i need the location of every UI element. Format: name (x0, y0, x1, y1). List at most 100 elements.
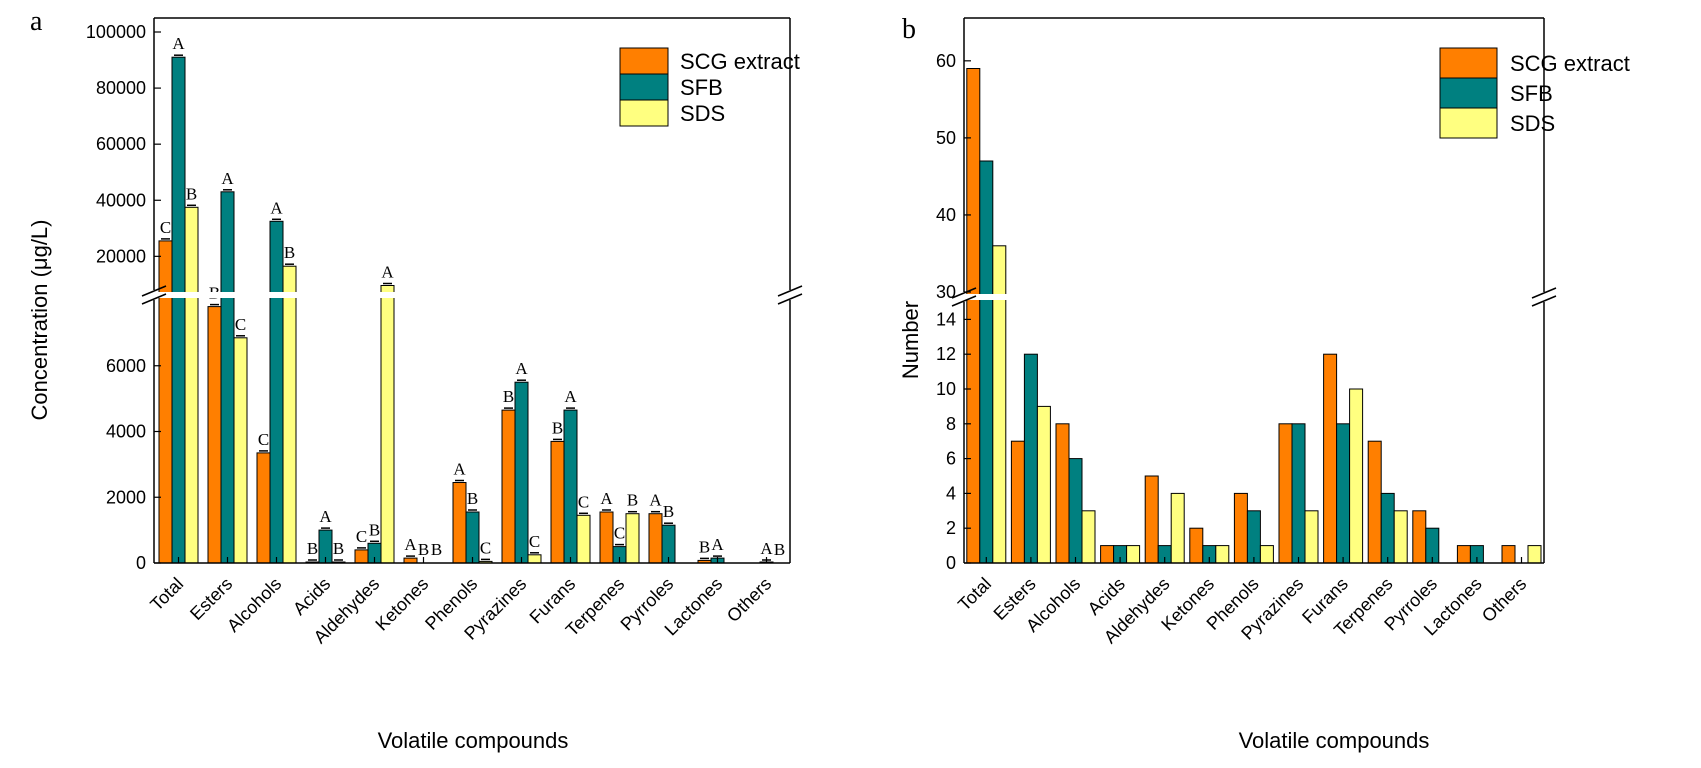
bar-pyrazines-sfb (514, 381, 529, 564)
legend-label-scg-extract: SCG extract (680, 49, 800, 74)
bar-total-sfb (171, 56, 186, 564)
significance-letter-terpenes-sds: B (627, 491, 638, 510)
bar-alcohols-scg-extract (256, 452, 271, 564)
bar-acids-scg-extract (1100, 545, 1115, 564)
significance-letter-phenols-sds: C (480, 538, 491, 557)
y-tick-label-100000: 100000 (86, 22, 146, 42)
x-tick-label-total: Total (146, 574, 187, 615)
bar-phenols-sds (1259, 545, 1274, 564)
y-tick-label-0: 0 (946, 553, 956, 573)
right-axis-break-mark (777, 293, 803, 305)
bar-terpenes-sds (1393, 510, 1408, 564)
panel-a-y-ticks: 0 2000 4000 6000 20000 40000 60000 80000 100000 (86, 22, 161, 573)
y-tick-label-50: 50 (936, 128, 956, 148)
significance-letter-aldehydes-scg-extract: C (356, 527, 367, 546)
y-tick-label-10: 10 (936, 379, 956, 399)
significance-letter-aldehydes-sds: A (381, 263, 394, 282)
y-tick-label-2000: 2000 (106, 487, 146, 507)
panel-a-y-axis-title: Concentration (μg/L) (27, 220, 52, 421)
bar-others-sds (1527, 545, 1542, 564)
panel-b-letter: b (902, 14, 916, 45)
bar-esters-sfb (220, 191, 235, 564)
y-tick-label-60: 60 (936, 51, 956, 71)
left-axis-break-mark (951, 287, 977, 299)
legend-swatch-sfb (1439, 77, 1498, 109)
y-tick-label-30: 30 (936, 282, 956, 302)
y-tick-label-60000: 60000 (96, 134, 146, 154)
y-tick-label-80000: 80000 (96, 78, 146, 98)
legend-label-scg-extract: SCG extract (1510, 51, 1630, 76)
significance-letter-esters-sds: C (235, 315, 246, 334)
significance-letter-ketones-scg-extract: A (404, 535, 417, 554)
bar-phenols-scg-extract (452, 482, 467, 564)
bar-terpenes-scg-extract (599, 511, 614, 564)
bar-pyrazines-sfb (1291, 423, 1306, 564)
left-axis-break-mark (951, 295, 977, 307)
bar-aldehydes-sds (380, 285, 395, 564)
panel-b-y-ticks: 0 2 4 6 8 10 12 14 30 40 50 60 (936, 51, 971, 573)
bar-terpenes-sds (625, 513, 640, 564)
legend-label-sfb: SFB (680, 75, 723, 100)
x-tick-label-ketones: Ketones (371, 574, 432, 635)
axis-break-gap (950, 294, 1558, 300)
significance-letter-others-sfb: A (760, 539, 773, 558)
legend-label-sfb: SFB (1510, 81, 1553, 106)
bar-phenols-scg-extract (1233, 492, 1248, 564)
bar-phenols-sfb (465, 511, 480, 564)
y-tick-label-20000: 20000 (96, 246, 146, 266)
bar-ketones-scg-extract (1189, 527, 1204, 564)
significance-letter-pyrazines-scg-extract: B (503, 387, 514, 406)
significance-letter-pyrroles-scg-extract: A (649, 491, 662, 510)
panel-b-legend: SCG extract SFB SDS (1439, 47, 1630, 139)
significance-letter-phenols-sfb: B (467, 489, 478, 508)
right-axis-break-mark (777, 285, 803, 297)
bar-alcohols-sfb (1068, 458, 1083, 564)
bar-furans-sfb (563, 409, 578, 564)
significance-letter-total-sds: B (186, 184, 197, 203)
significance-letter-pyrroles-sfb: B (663, 502, 674, 521)
bar-total-sds (184, 206, 199, 564)
y-tick-label-4000: 4000 (106, 422, 146, 442)
significance-letter-furans-scg-extract: B (552, 418, 563, 437)
x-tick-label-acids: Acids (289, 574, 334, 619)
bar-terpenes-sfb (1380, 492, 1395, 564)
bar-total-sds (992, 245, 1007, 564)
legend-label-sds: SDS (680, 101, 725, 126)
bar-total-scg-extract (158, 240, 173, 564)
panel-a-letter: a (30, 6, 43, 37)
x-tick-label-others: Others (1478, 574, 1530, 626)
bar-ketones-sds (1215, 545, 1230, 564)
significance-letter-ketones-sds: B (431, 540, 442, 559)
panel-b-y-axis-title: Number (898, 301, 923, 379)
bar-pyrroles-scg-extract (648, 513, 663, 564)
significance-letter-total-scg-extract: C (160, 218, 171, 237)
panel-a: a CABBACCABBABCBAABBABCBACBACACBABBAAB 0… (27, 6, 804, 753)
bar-aldehydes-scg-extract (1144, 475, 1159, 564)
bar-alcohols-sds (1081, 510, 1096, 564)
significance-letter-alcohols-scg-extract: C (258, 430, 269, 449)
significance-letter-acids-scg-extract: B (307, 539, 318, 558)
bar-total-sfb (979, 160, 994, 564)
bar-pyrazines-sds (1304, 510, 1319, 564)
significance-letter-aldehydes-sfb: B (369, 520, 380, 539)
y-tick-label-6000: 6000 (106, 356, 146, 376)
bar-terpenes-scg-extract (1367, 440, 1382, 564)
y-tick-label-4: 4 (946, 483, 956, 503)
bar-esters-scg-extract (1010, 440, 1025, 564)
bar-pyrazines-sds (527, 554, 542, 564)
bar-aldehydes-scg-extract (354, 549, 369, 564)
legend-swatch-sds (1439, 107, 1498, 139)
bar-alcohols-sds (282, 265, 297, 564)
bar-furans-sds (576, 514, 591, 564)
legend-swatch-sds (619, 99, 669, 127)
significance-letter-others-sds: B (774, 540, 785, 559)
significance-letter-ketones-sfb: B (418, 540, 429, 559)
bar-alcohols-scg-extract (1055, 423, 1070, 564)
bar-acids-sds (1126, 545, 1141, 564)
bar-lactones-scg-extract (1456, 545, 1471, 564)
bar-others-scg-extract (1501, 545, 1516, 564)
significance-letter-lactones-sfb: A (711, 535, 724, 554)
y-tick-label-8: 8 (946, 414, 956, 434)
